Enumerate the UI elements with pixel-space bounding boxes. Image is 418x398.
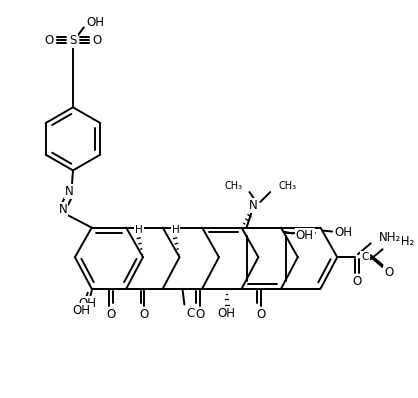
Text: Cl: Cl [186,307,198,320]
Text: N: N [65,185,74,198]
Text: CH₃: CH₃ [278,181,296,191]
Text: N: N [249,199,258,213]
Text: O: O [140,308,149,321]
Text: OH: OH [73,304,91,317]
Text: O: O [384,266,393,279]
Text: O: O [45,34,54,47]
Text: H: H [135,224,143,234]
Text: OH: OH [334,226,352,239]
Text: NH₂: NH₂ [393,235,415,248]
Text: C: C [361,252,369,262]
Text: O: O [257,308,266,321]
Text: OH: OH [79,297,97,310]
Text: OH: OH [296,229,314,242]
Text: CH₃: CH₃ [224,181,242,191]
Text: S: S [69,34,76,47]
Text: O: O [196,308,205,321]
Text: H: H [172,224,179,234]
Text: O: O [106,308,115,321]
Text: OH: OH [218,307,236,320]
Text: OH: OH [87,16,105,29]
Text: NH₂: NH₂ [379,231,401,244]
Text: N: N [59,203,67,217]
Text: O: O [92,34,101,47]
Text: O: O [352,275,362,288]
